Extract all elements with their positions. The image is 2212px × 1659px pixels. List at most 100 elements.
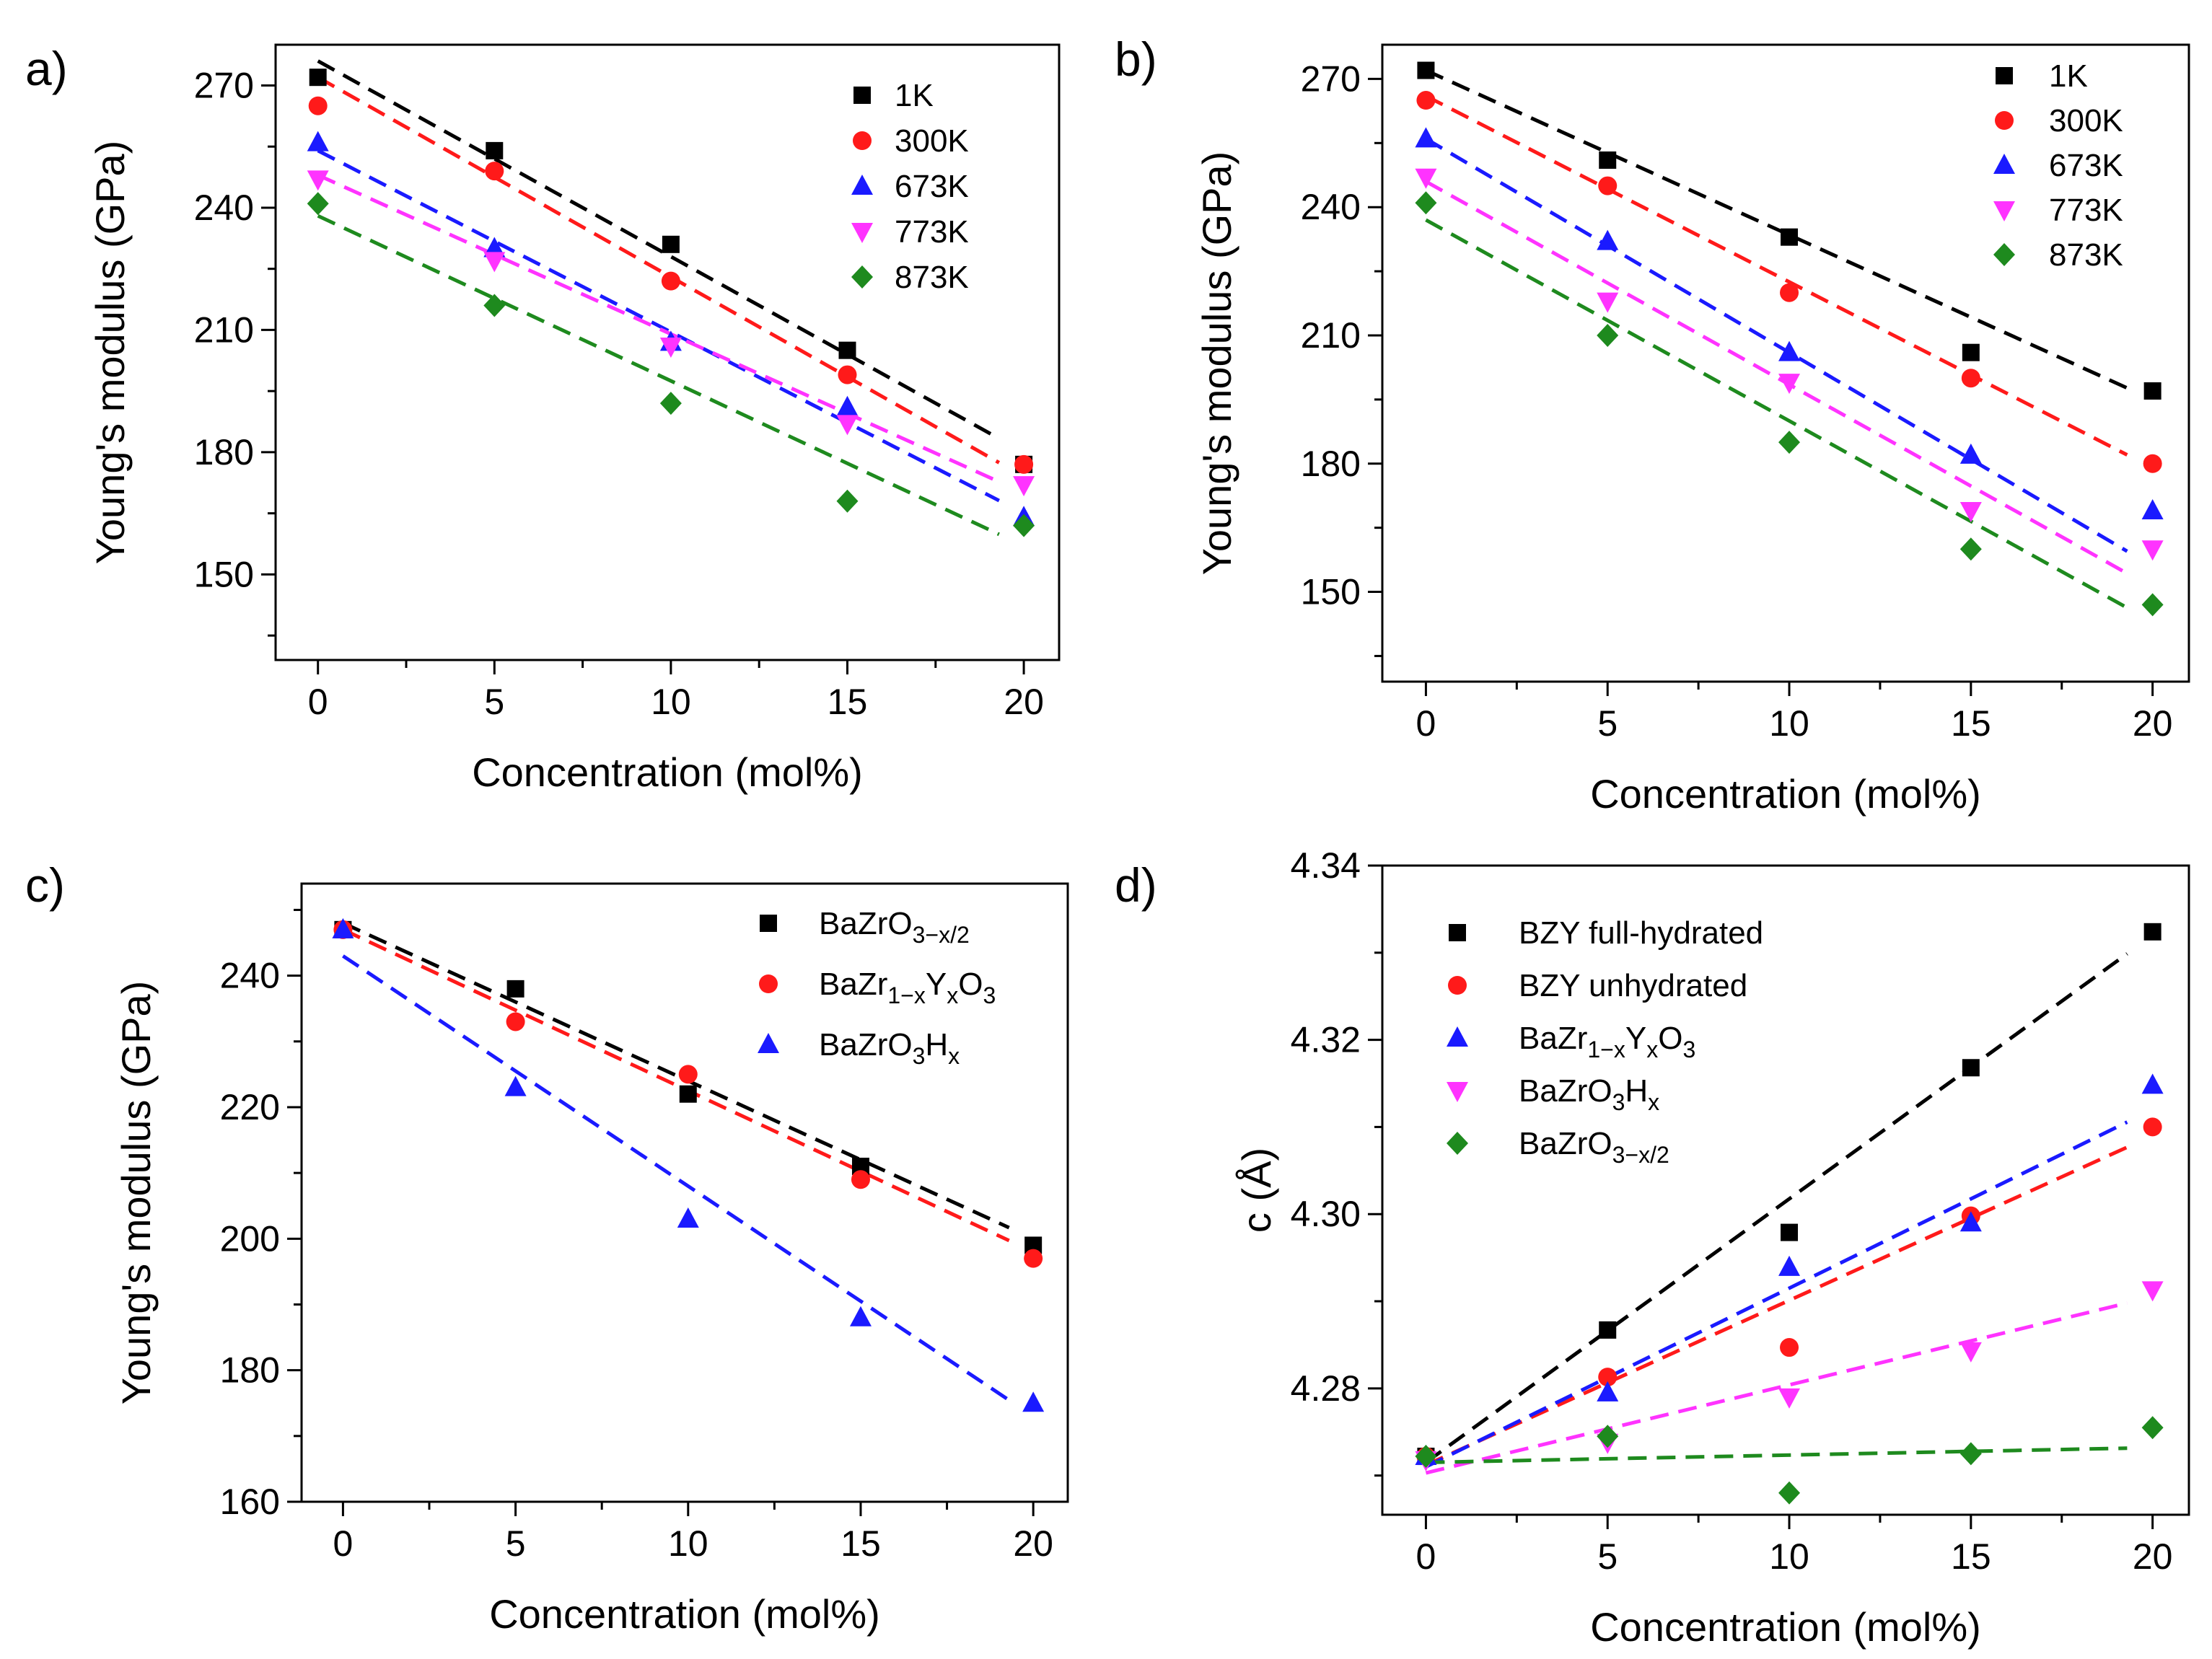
legend-marker: [853, 131, 872, 150]
data-point: [1961, 369, 1980, 388]
data-point: [1778, 1481, 1801, 1505]
data-point: [307, 170, 329, 191]
x-tick-label: 20: [2133, 703, 2173, 744]
data-point: [1415, 127, 1437, 148]
legend-marker: [851, 223, 873, 243]
fit-line: [1424, 952, 2128, 1464]
data-point: [1959, 537, 1982, 561]
y-tick-label: 4.32: [1291, 1020, 1361, 1060]
data-point: [1781, 1223, 1799, 1241]
data-point: [1415, 191, 1437, 215]
data-point: [662, 235, 680, 253]
legend-marker: [1993, 154, 2015, 174]
panel-label: c): [25, 858, 65, 912]
legend-label: BaZr1−xYxO3: [1519, 1021, 1695, 1062]
y-tick-label: 180: [1301, 444, 1361, 484]
data-point: [307, 131, 329, 151]
legend-marker: [760, 915, 777, 932]
data-point: [506, 980, 525, 998]
fit-line: [317, 214, 1000, 537]
data-point: [2143, 382, 2161, 400]
data-point: [506, 1012, 525, 1031]
data-point: [1778, 374, 1801, 395]
legend-label: BaZrO3Hx: [1519, 1073, 1659, 1115]
x-tick-label: 0: [1416, 1536, 1436, 1577]
legend-marker: [759, 974, 778, 993]
data-point: [1416, 91, 1436, 110]
fit-line: [1425, 69, 2128, 390]
legend-label: 673K: [895, 169, 969, 204]
x-tick-label: 15: [841, 1523, 881, 1564]
x-axis-label: Concentration (mol%): [1590, 1604, 1981, 1650]
fit-line: [1425, 94, 2128, 457]
fit-line: [1425, 137, 2128, 553]
panel-c: c) 0 5 10 15 20 160 180 200 220 240 Concentration (…: [25, 858, 1069, 1637]
y-tick-label: 240: [194, 188, 254, 228]
legend-marker: [1449, 924, 1466, 941]
y-tick-label: 160: [220, 1482, 280, 1522]
y-tick-label: 240: [220, 956, 280, 996]
y-tick-label: 180: [194, 432, 254, 472]
data-point: [308, 96, 328, 115]
data-point: [486, 141, 504, 159]
x-axis-label: Concentration (mol%): [1590, 771, 1981, 817]
x-tick-label: 10: [651, 682, 691, 722]
data-point: [485, 162, 504, 181]
y-tick-label: 4.28: [1291, 1368, 1361, 1409]
panel-a: a) 0 5 10 15 20 150 180 210 240 270 Concentration (…: [25, 42, 1061, 795]
legend-label: 1K: [2049, 58, 2088, 94]
data-point: [2143, 454, 2162, 473]
y-axis-label: Young's modulus (GPa): [113, 981, 159, 1405]
y-tick-label: 4.34: [1291, 845, 1361, 886]
x-tick-label: 5: [506, 1523, 526, 1564]
data-point: [1962, 1059, 1980, 1077]
data-point: [483, 294, 506, 317]
data-point: [659, 338, 682, 358]
data-point: [1959, 1442, 1982, 1466]
data-point: [2143, 923, 2161, 941]
y-tick-label: 240: [1301, 187, 1361, 227]
panel-label: d): [1115, 858, 1157, 912]
legend-label: BZY unhydrated: [1519, 968, 1747, 1003]
x-tick-label: 5: [484, 682, 504, 722]
fit-line: [342, 928, 1010, 1243]
legend-marker: [1448, 976, 1467, 995]
legend-marker: [1447, 1132, 1468, 1155]
data-point: [1778, 431, 1801, 454]
x-tick-label: 15: [828, 682, 868, 722]
data-point: [1959, 1342, 1982, 1363]
x-tick-label: 15: [1951, 1536, 1991, 1577]
x-tick-label: 20: [2133, 1536, 2173, 1577]
data-point: [309, 69, 327, 87]
data-point: [836, 395, 859, 416]
legend-label: 673K: [2049, 148, 2123, 183]
panel-label: a): [25, 42, 68, 95]
data-point: [1962, 343, 1980, 361]
legend-marker: [1993, 201, 2015, 221]
data-point: [504, 1075, 527, 1096]
data-point: [332, 917, 354, 938]
y-tick-label: 150: [1301, 572, 1361, 612]
fit-line: [342, 921, 1010, 1230]
y-tick-label: 180: [220, 1350, 280, 1391]
legend-label: BaZrO3−x/2: [819, 906, 970, 948]
legend-label: 873K: [2049, 237, 2123, 273]
data-point: [678, 1065, 698, 1084]
legend-label: 773K: [895, 214, 969, 250]
x-axis-label: Concentration (mol%): [489, 1591, 880, 1637]
data-point: [307, 192, 329, 216]
panel-label: b): [1115, 32, 1157, 86]
fit-line: [1425, 1301, 2128, 1475]
data-point: [659, 392, 682, 415]
data-point: [1778, 1388, 1801, 1409]
legend-label: 1K: [895, 78, 934, 113]
data-point: [1599, 1321, 1617, 1339]
y-tick-label: 4.30: [1291, 1194, 1361, 1234]
data-point: [2141, 1416, 2164, 1440]
data-point: [1013, 476, 1035, 497]
data-point: [1417, 61, 1435, 79]
data-point: [1778, 1255, 1801, 1276]
x-tick-label: 0: [308, 682, 328, 722]
x-tick-label: 15: [1951, 703, 1991, 744]
